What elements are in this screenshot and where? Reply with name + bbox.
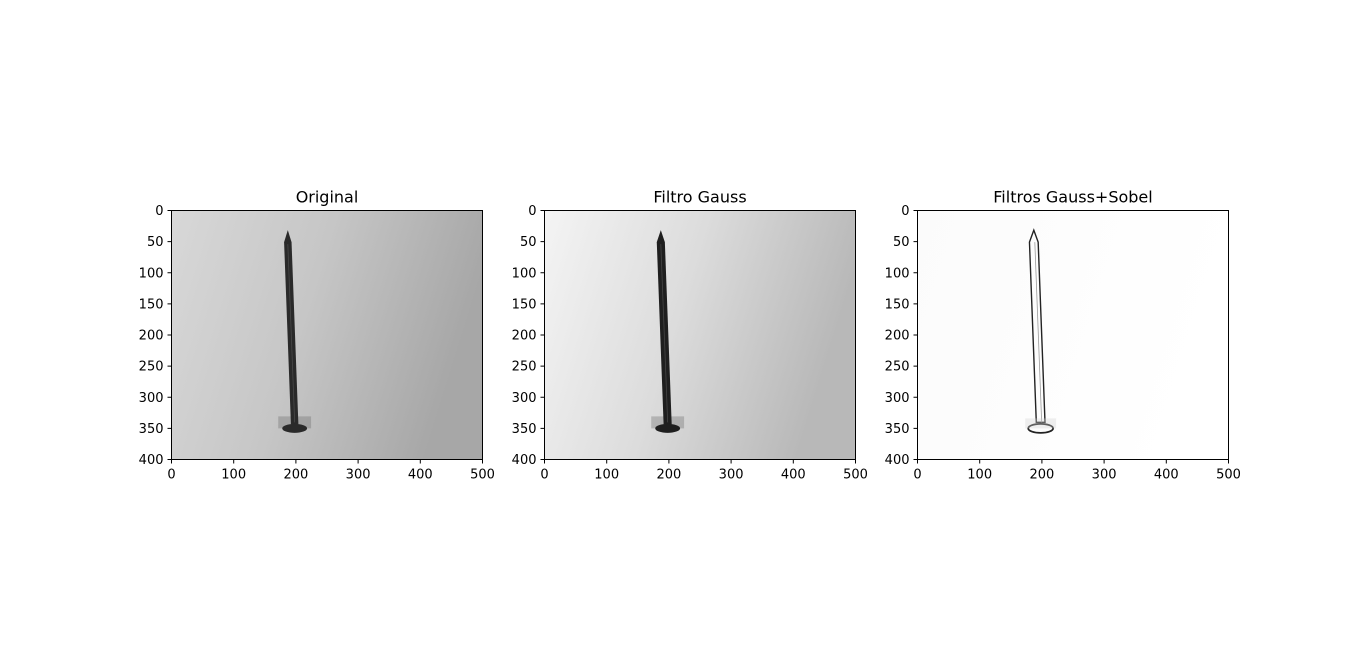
x-tick-label: 0 [540, 468, 548, 483]
y-tick-label: 350 [139, 422, 164, 437]
panel-1: Original 0 100 200 300 400 500 0 50 100 150 200 250 3… [139, 188, 495, 483]
x-tick-label: 400 [408, 468, 433, 483]
nail-shaft-highlight [287, 244, 296, 423]
nail-shaft-inner-edge [1034, 242, 1043, 423]
x-tick-label: 500 [1216, 468, 1241, 483]
y-tick-label: 400 [139, 453, 164, 468]
y-tick-label: 200 [512, 329, 537, 344]
y-tick-label: 50 [520, 235, 537, 250]
y-tick-label: 300 [139, 391, 164, 406]
nail-head-edge [1027, 422, 1054, 434]
x-tick-label: 500 [843, 468, 868, 483]
x-tick-label: 200 [283, 468, 308, 483]
y-tick-label: 150 [885, 297, 910, 312]
y-tick-label: 100 [512, 266, 537, 281]
panel-title: Filtro Gauss [653, 188, 746, 207]
nail-head [655, 423, 681, 433]
y-tick-label: 150 [512, 297, 537, 312]
panel-title: Filtros Gauss+Sobel [993, 188, 1152, 207]
x-tick-label: 100 [967, 468, 992, 483]
nail-shaft-highlight [660, 244, 669, 423]
x-tick-label: 200 [656, 468, 681, 483]
x-tick-label: 400 [781, 468, 806, 483]
y-tick-label: 50 [147, 235, 164, 250]
y-tick-label: 350 [885, 422, 910, 437]
x-tick-label: 0 [167, 468, 175, 483]
y-tick-label: 100 [885, 266, 910, 281]
x-tick-label: 100 [594, 468, 619, 483]
x-tick-label: 200 [1029, 468, 1054, 483]
y-tick-label: 350 [512, 422, 537, 437]
y-tick-label: 50 [893, 235, 910, 250]
image-background [171, 210, 483, 460]
y-tick-label: 0 [528, 204, 536, 219]
nail-head [282, 423, 308, 433]
y-tick-label: 0 [901, 204, 909, 219]
y-tick-label: 200 [885, 329, 910, 344]
nail-head-shadow [1025, 418, 1057, 429]
y-tick-label: 300 [885, 391, 910, 406]
panel-2: Filtro Gauss 0 100 200 300 400 500 0 50 100 150 200… [512, 188, 868, 483]
x-tick-label: 300 [719, 468, 744, 483]
y-tick-label: 0 [155, 204, 163, 219]
y-tick-label: 400 [885, 453, 910, 468]
nail-shaft-edge [1028, 228, 1046, 424]
y-tick-label: 200 [139, 329, 164, 344]
y-tick-label: 300 [512, 391, 537, 406]
x-tick-label: 500 [470, 468, 495, 483]
x-tick-label: 100 [221, 468, 246, 483]
y-tick-label: 100 [139, 266, 164, 281]
y-tick-label: 400 [512, 453, 537, 468]
y-tick-label: 250 [139, 360, 164, 375]
y-tick-label: 250 [512, 360, 537, 375]
x-tick-label: 300 [346, 468, 371, 483]
image-background [544, 210, 856, 460]
image-background [917, 210, 1229, 460]
x-tick-label: 0 [913, 468, 921, 483]
x-tick-label: 300 [1092, 468, 1117, 483]
x-tick-label: 400 [1154, 468, 1179, 483]
y-tick-label: 150 [139, 297, 164, 312]
panel-3: Filtros Gauss+Sobel 0 100 200 300 400 500 0 50 10… [885, 188, 1241, 483]
y-tick-label: 250 [885, 360, 910, 375]
panel-title: Original [296, 188, 359, 207]
